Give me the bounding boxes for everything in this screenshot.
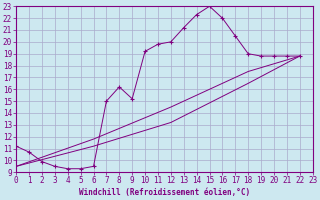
X-axis label: Windchill (Refroidissement éolien,°C): Windchill (Refroidissement éolien,°C) [79,188,250,197]
